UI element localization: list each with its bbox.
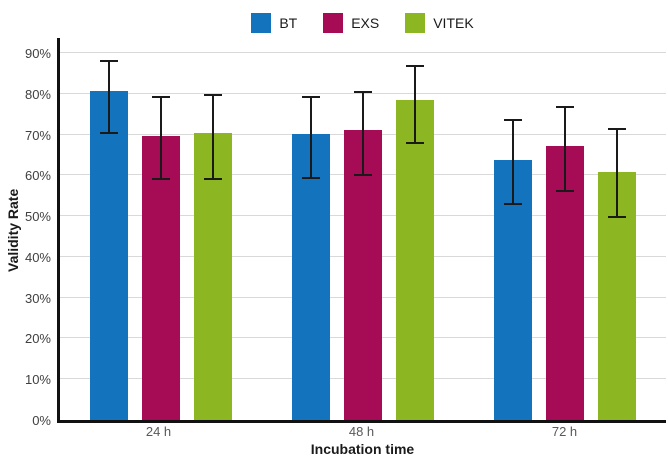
bar-vitek: [194, 133, 232, 420]
error-bar-cap-top: [504, 118, 522, 121]
x-category-label: 24 h: [145, 424, 172, 439]
error-bar: [362, 92, 364, 175]
bar-group: [262, 38, 464, 420]
legend-label: BT: [279, 14, 298, 31]
bar-bt: [90, 91, 128, 420]
bar-exs: [344, 129, 382, 420]
y-tick-label: 30%: [24, 290, 51, 306]
error-bar-cap-bottom: [354, 173, 372, 176]
error-bar: [512, 119, 514, 204]
error-bar-cap-bottom: [556, 189, 574, 192]
error-bar: [212, 94, 214, 179]
bar-slot: [142, 38, 180, 420]
error-bar-cap-bottom: [204, 177, 222, 180]
gridline: [60, 52, 666, 54]
y-axis-title: Validity Rate: [5, 188, 21, 273]
error-bar: [616, 128, 618, 218]
error-bar: [310, 96, 312, 178]
y-tick-label: 50%: [24, 209, 51, 225]
bar-groups: [60, 38, 666, 420]
x-category-label: 48 h: [348, 424, 375, 439]
legend-item: BT: [251, 12, 298, 33]
legend-label: EXS: [351, 14, 380, 31]
x-axis-title: Incubation time: [310, 441, 415, 457]
plot-area: [57, 38, 666, 423]
bar-group: [464, 38, 666, 420]
error-bar-cap-top: [406, 65, 424, 68]
bar-slot: [344, 38, 382, 420]
error-bar-cap-top: [556, 105, 574, 108]
y-tick-label: 70%: [24, 127, 51, 143]
y-tick-label: 40%: [24, 249, 51, 265]
x-axis-category-labels: 24 h 48 h 72 h: [57, 423, 666, 440]
y-tick-label: 90%: [24, 46, 51, 62]
bar-vitek: [396, 99, 434, 420]
error-bar-cap-bottom: [608, 216, 626, 219]
error-bar-cap-bottom: [406, 141, 424, 144]
bar-slot: [292, 38, 330, 420]
chart-area: Validity Rate 0% 10% 20% 30% 40% 50% 60% 70% 80%…: [0, 38, 668, 460]
bar-exs: [142, 135, 180, 420]
y-tick-label: 60%: [24, 168, 51, 184]
legend-label: VITEK: [433, 14, 474, 31]
error-bar: [160, 97, 162, 180]
legend-swatch: [251, 12, 272, 33]
error-bar: [108, 61, 110, 133]
error-bar-cap-bottom: [302, 176, 320, 179]
bar-slot: [194, 38, 232, 420]
y-tick-label: 80%: [24, 86, 51, 102]
error-bar-cap-top: [152, 96, 170, 99]
y-tick-label: 0%: [32, 413, 51, 428]
bar-slot: [598, 38, 636, 420]
error-bar: [564, 106, 566, 191]
error-bar-cap-top: [204, 93, 222, 96]
error-bar-cap-top: [608, 127, 626, 130]
legend-swatch: [323, 12, 344, 33]
error-bar-cap-top: [100, 60, 118, 63]
y-tick-label: 20%: [24, 331, 51, 347]
legend-swatch: [405, 12, 426, 33]
x-category-label: 72 h: [551, 424, 578, 439]
error-bar-cap-bottom: [504, 202, 522, 205]
bar-slot: [396, 38, 434, 420]
bar-group: [60, 38, 262, 420]
bar-bt: [292, 133, 330, 420]
error-bar-cap-bottom: [100, 131, 118, 134]
y-tick-label: 10%: [24, 372, 51, 388]
y-axis-tick-labels: 0% 10% 20% 30% 40% 50% 60% 70% 80% 90%: [24, 38, 57, 428]
error-bar-cap-top: [354, 91, 372, 94]
bar-slot: [494, 38, 532, 420]
error-bar: [414, 66, 416, 143]
bar-slot: [90, 38, 128, 420]
bar-slot: [546, 38, 584, 420]
legend-item: VITEK: [405, 12, 474, 33]
legend: BT EXS VITEK: [57, 0, 668, 38]
legend-item: EXS: [323, 12, 380, 33]
error-bar-cap-bottom: [152, 178, 170, 181]
error-bar-cap-top: [302, 95, 320, 98]
